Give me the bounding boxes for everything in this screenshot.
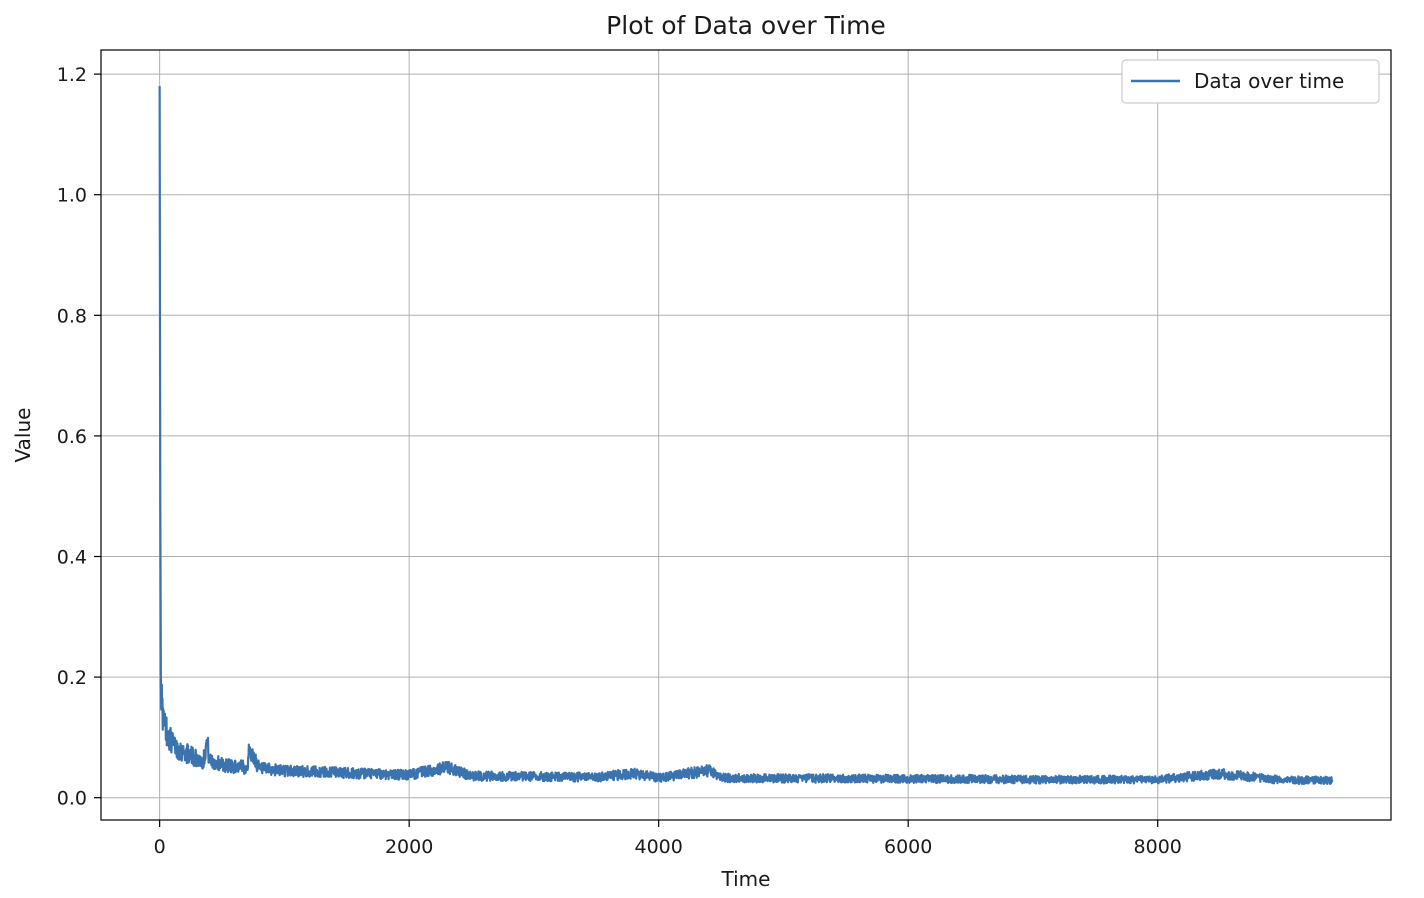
y-tick-label: 0.0: [57, 788, 87, 810]
x-axis-label: Time: [721, 867, 771, 891]
chart-title: Plot of Data over Time: [606, 11, 886, 40]
series-layer: [158, 86, 1334, 786]
x-tick-label: 0: [154, 836, 166, 858]
plot-frame: [100, 49, 1392, 821]
y-tick-label: 0.2: [57, 667, 87, 689]
y-axis-label: Value: [11, 408, 35, 463]
grid-lines: [101, 50, 1391, 820]
y-tick-label: 1.2: [57, 64, 87, 86]
legend-box: [1121, 59, 1380, 104]
legend: Data over time: [1121, 59, 1380, 104]
legend-label: Data over time: [1194, 69, 1344, 93]
x-tick-label: 8000: [1134, 836, 1182, 858]
y-tick-label: 0.6: [57, 426, 87, 448]
x-tick-label: 6000: [884, 836, 932, 858]
x-tick-label: 4000: [634, 836, 682, 858]
tick-marks: 0 2000 4000 6000 8000 0.0 0.2 0.4 0.6 0.8 1.0 1.2: [57, 64, 1182, 858]
y-tick-label: 0.8: [57, 305, 87, 327]
y-tick-label: 0.4: [57, 546, 87, 568]
data-series-line: [158, 86, 1334, 786]
y-tick-label: 1.0: [57, 185, 87, 207]
x-tick-label: 2000: [385, 836, 433, 858]
